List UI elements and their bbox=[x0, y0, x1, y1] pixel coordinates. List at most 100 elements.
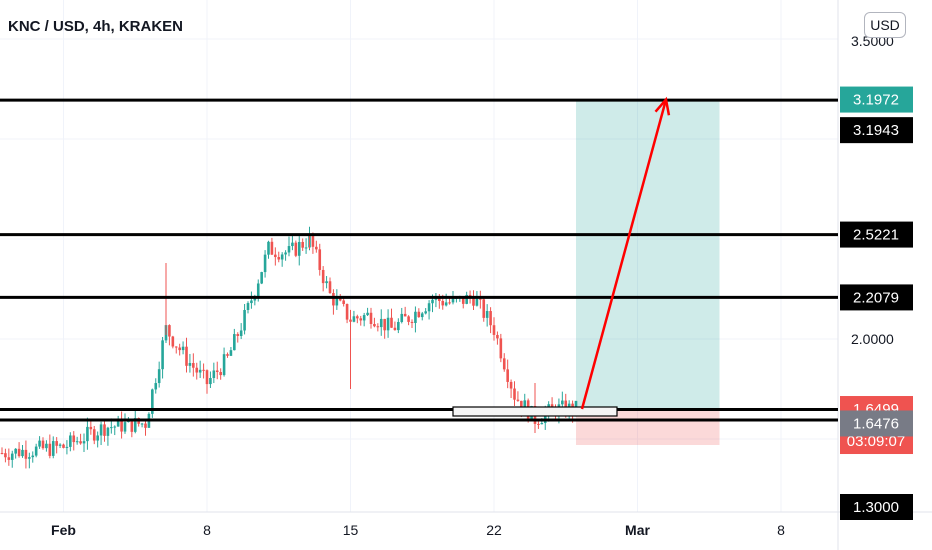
candle bbox=[69, 435, 72, 447]
candle bbox=[451, 297, 455, 303]
price-axis-label: 3.1972 bbox=[853, 92, 899, 109]
candle bbox=[407, 316, 410, 322]
candle bbox=[151, 389, 154, 414]
candle bbox=[89, 426, 93, 430]
candle bbox=[219, 372, 222, 376]
candle bbox=[250, 300, 253, 304]
candle bbox=[417, 311, 421, 318]
candle bbox=[82, 441, 86, 444]
candle bbox=[509, 381, 513, 389]
candle bbox=[335, 298, 339, 306]
candle bbox=[482, 299, 486, 318]
candle bbox=[38, 440, 41, 447]
price-axis-label-box bbox=[840, 221, 913, 248]
price-axis-label: 2.5221 bbox=[853, 227, 899, 244]
candle bbox=[291, 242, 294, 247]
candle bbox=[144, 423, 147, 428]
candle bbox=[256, 283, 260, 297]
candle bbox=[192, 363, 195, 368]
candle bbox=[352, 316, 356, 322]
candle bbox=[239, 330, 243, 336]
candle bbox=[72, 435, 76, 443]
candle bbox=[304, 247, 308, 249]
candle bbox=[161, 340, 164, 370]
candle bbox=[427, 303, 431, 312]
candle bbox=[106, 427, 110, 436]
candle bbox=[215, 370, 219, 373]
candle bbox=[287, 246, 291, 253]
price-axis-label-box bbox=[840, 410, 913, 437]
candle bbox=[410, 321, 414, 323]
candle bbox=[92, 429, 96, 441]
candle bbox=[420, 313, 424, 318]
candle bbox=[397, 321, 400, 331]
candle bbox=[21, 449, 24, 457]
candle bbox=[318, 249, 322, 270]
candle bbox=[270, 241, 274, 255]
time-axis-tick-label: Mar bbox=[625, 522, 650, 538]
candle bbox=[431, 299, 434, 304]
candle bbox=[359, 318, 363, 321]
projection-arrow-head bbox=[654, 96, 671, 116]
candle bbox=[51, 441, 55, 456]
candle bbox=[479, 298, 482, 300]
candle bbox=[516, 399, 520, 401]
candle bbox=[294, 242, 298, 256]
candle bbox=[233, 334, 236, 351]
price-axis-label-box bbox=[840, 284, 913, 311]
candle bbox=[174, 346, 178, 348]
candle bbox=[373, 323, 376, 327]
candle bbox=[315, 246, 318, 250]
candle bbox=[185, 346, 188, 366]
long-position-target-zone bbox=[576, 99, 720, 410]
candle bbox=[465, 294, 468, 304]
currency-button[interactable]: USD bbox=[864, 12, 906, 38]
candle bbox=[537, 423, 540, 425]
candle bbox=[130, 418, 134, 432]
candle bbox=[171, 336, 175, 347]
candle bbox=[390, 317, 393, 328]
candle bbox=[157, 369, 161, 384]
time-axis-tick-label: 22 bbox=[486, 522, 502, 538]
candle bbox=[362, 315, 366, 321]
candle bbox=[31, 455, 35, 458]
candle bbox=[448, 302, 451, 304]
candle bbox=[75, 441, 79, 443]
candle bbox=[424, 311, 427, 314]
candle bbox=[311, 233, 315, 247]
candle bbox=[393, 327, 397, 331]
candle bbox=[168, 325, 171, 337]
candle bbox=[58, 444, 62, 446]
candle bbox=[0, 453, 4, 454]
price-axis-tick-label: 2.0000 bbox=[851, 331, 894, 347]
candle bbox=[222, 354, 226, 376]
candle bbox=[178, 347, 181, 351]
candle bbox=[267, 241, 270, 255]
candle bbox=[506, 369, 509, 382]
candle bbox=[499, 338, 503, 359]
candle bbox=[277, 257, 281, 260]
candle bbox=[441, 300, 445, 306]
candle bbox=[45, 443, 48, 449]
candle bbox=[188, 363, 192, 366]
candle bbox=[55, 441, 58, 446]
candle bbox=[154, 383, 158, 390]
candle bbox=[561, 400, 564, 405]
candle bbox=[342, 300, 345, 305]
candle bbox=[103, 424, 106, 436]
candle bbox=[212, 370, 216, 379]
price-axis-label: 03:09:07 bbox=[847, 433, 905, 450]
candle bbox=[475, 298, 479, 306]
candle bbox=[550, 404, 554, 408]
time-axis-tick-label: 8 bbox=[777, 522, 785, 538]
candle bbox=[386, 317, 390, 331]
candle bbox=[62, 444, 65, 448]
candle bbox=[379, 318, 383, 328]
price-axis-label-box bbox=[840, 117, 913, 144]
candle bbox=[366, 312, 369, 316]
candle bbox=[400, 313, 404, 322]
candle bbox=[24, 449, 28, 459]
candle bbox=[195, 367, 199, 373]
candle bbox=[263, 254, 267, 273]
